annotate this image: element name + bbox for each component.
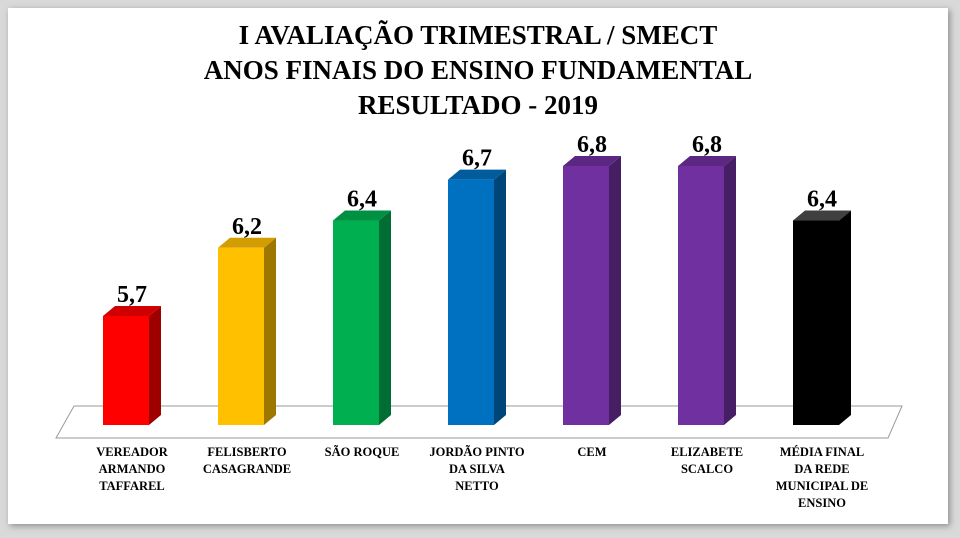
bar-top-1 <box>103 305 161 316</box>
category-label-4-line-2: DA SILVA <box>449 462 505 476</box>
bar-4 <box>448 179 494 425</box>
category-label-4: JORDÃO PINTO DA SILVA NETTO <box>417 444 537 495</box>
bar-top-5 <box>563 156 621 166</box>
bar-side-1 <box>149 305 161 425</box>
chart-frame: I AVALIAÇÃO TRIMESTRAL / SMECT ANOS FINA… <box>8 8 948 524</box>
category-label-6: ELIZABETE SCALCO <box>647 444 767 478</box>
category-label-5: CEM <box>532 444 652 461</box>
bar-top-2 <box>218 237 276 248</box>
value-label-4: 6,7 <box>462 146 492 172</box>
bar-top-3 <box>333 210 391 221</box>
chart-title-line-1: I AVALIAÇÃO TRIMESTRAL / SMECT <box>238 20 718 50</box>
bar-side-6 <box>724 156 736 425</box>
category-label-1-line-2: ARMANDO <box>98 462 166 476</box>
bar-side-3 <box>379 210 391 425</box>
bar-6 <box>678 166 724 425</box>
bar-top-7 <box>793 210 851 221</box>
bar-7 <box>793 220 839 425</box>
category-label-7: MÉDIA FINAL DA REDE MUNICIPAL DE ENSINO <box>762 444 882 512</box>
category-label-4-line-1: JORDÃO PINTO <box>429 445 525 459</box>
category-label-5-line-1: CEM <box>577 445 607 459</box>
category-label-3: SÃO ROQUE <box>302 444 422 461</box>
value-label-1: 5,7 <box>117 282 147 308</box>
chart-title: I AVALIAÇÃO TRIMESTRAL / SMECT ANOS FINA… <box>8 18 948 123</box>
category-label-6-line-1: ELIZABETE <box>670 445 744 459</box>
category-label-4-line-3: NETTO <box>455 479 499 493</box>
category-label-2-line-1: FELISBERTO <box>207 445 287 459</box>
bar-1 <box>103 315 149 425</box>
value-label-3: 6,4 <box>347 187 377 213</box>
category-label-7-line-3: MUNICIPAL DE <box>775 479 869 493</box>
chart-title-line-2: ANOS FINAIS DO ENSINO FUNDAMENTAL <box>203 55 753 85</box>
bar-side-4 <box>494 169 506 425</box>
category-label-7-line-2: DA REDE <box>794 462 850 476</box>
category-label-7-line-4: ENSINO <box>798 496 846 510</box>
bar-side-7 <box>839 210 851 425</box>
value-label-7: 6,4 <box>807 187 837 213</box>
value-label-6: 6,8 <box>692 132 722 158</box>
bar-side-5 <box>609 156 621 425</box>
category-label-1-line-3: TAFFAREL <box>99 479 165 493</box>
category-label-2: FELISBERTO CASAGRANDE <box>187 444 307 478</box>
category-label-2-line-2: CASAGRANDE <box>202 462 292 476</box>
category-label-1: VEREADOR ARMANDO TAFFAREL <box>72 444 192 495</box>
category-label-1-line-1: VEREADOR <box>96 445 168 459</box>
bar-2 <box>218 247 264 425</box>
chart-title-line-3: RESULTADO - 2019 <box>357 90 599 120</box>
bar-5 <box>563 166 609 425</box>
category-label-6-line-2: SCALCO <box>680 462 734 476</box>
bar-3 <box>333 220 379 425</box>
category-label-3-line-1: SÃO ROQUE <box>324 445 400 459</box>
bar-chart: 5,7 6,2 6,4 6,7 6,8 6,8 6,4 <box>55 132 903 439</box>
bar-side-2 <box>264 237 276 425</box>
bar-top-6 <box>678 156 736 166</box>
bar-top-4 <box>448 169 506 180</box>
value-label-2: 6,2 <box>232 214 262 240</box>
category-label-7-line-1: MÉDIA FINAL <box>779 445 865 459</box>
value-label-5: 6,8 <box>577 132 607 158</box>
